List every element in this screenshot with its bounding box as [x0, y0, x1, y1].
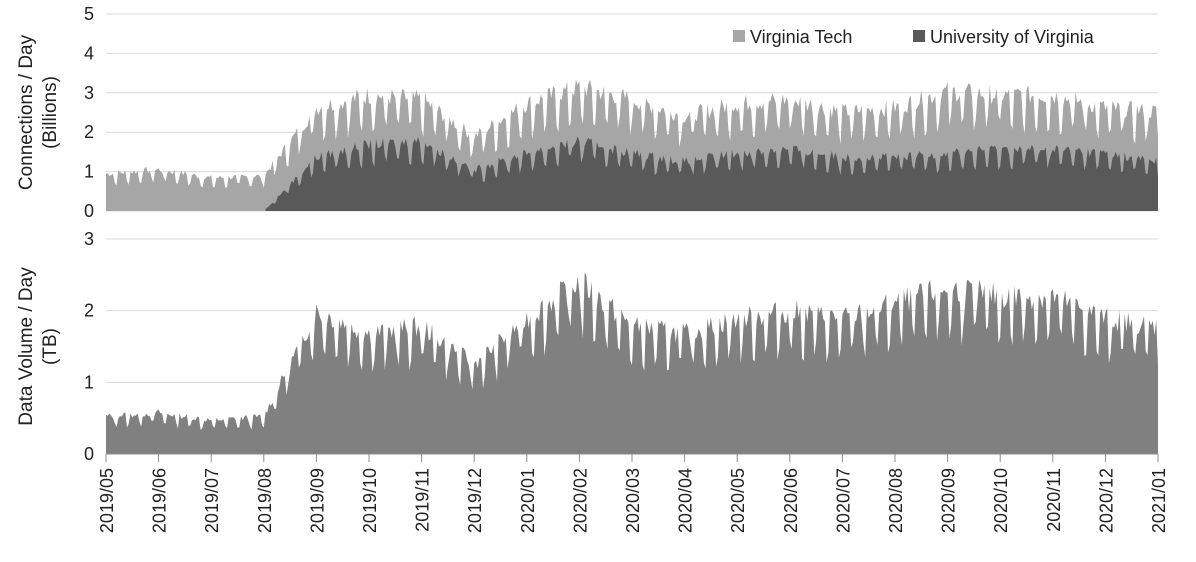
x-tick-label: 2020/06	[781, 468, 801, 533]
legend-label: University of Virginia	[930, 27, 1095, 47]
y-axis-label: Connections / Day	[16, 34, 37, 190]
y-tick-label: 3	[84, 229, 94, 249]
y-tick-label: 4	[84, 43, 94, 63]
x-tick-label: 2021/01	[1149, 468, 1169, 533]
x-tick-label: 2019/12	[465, 468, 485, 533]
x-tick-label: 2020/11	[1044, 468, 1064, 532]
x-tick-label: 2019/11	[413, 468, 433, 532]
x-tick-label: 2020/04	[676, 468, 696, 533]
x-tick-label: 2019/06	[150, 468, 170, 533]
x-axis: 2019/05 2019/06 2019/07 2019/08 2019/09 2019/…	[97, 453, 1169, 533]
legend-swatch	[913, 30, 925, 42]
series-area-university-of-virginia	[265, 136, 1159, 211]
x-tick-label: 2019/10	[360, 468, 380, 533]
x-tick-label: 2020/12	[1096, 468, 1116, 533]
y-tick-label: 2	[84, 301, 94, 321]
x-tick-label: 2020/07	[833, 468, 853, 533]
y-tick-label: 3	[84, 83, 94, 103]
y-tick-label: 1	[84, 372, 94, 392]
y-axis-label-units: (Billions)	[40, 76, 61, 149]
x-tick-label: 2020/08	[886, 468, 906, 533]
y-axis-label: Data Volume / Day	[16, 267, 37, 426]
x-tick-label: 2020/02	[570, 468, 590, 533]
y-tick-label: 0	[84, 201, 94, 221]
x-tick-label: 2019/07	[202, 468, 222, 533]
data-volume-panel: 0 1 2 3 Data Volume / Day (TB)	[16, 229, 1158, 464]
legend-label: Virginia Tech	[750, 27, 852, 47]
x-tick-label: 2019/05	[97, 468, 117, 533]
legend: Virginia Tech University of Virginia	[733, 27, 1095, 47]
series-area-data-volume	[106, 272, 1158, 454]
x-tick-label: 2020/09	[939, 468, 959, 533]
x-tick-label: 2020/10	[991, 468, 1011, 533]
x-tick-label: 2020/05	[728, 468, 748, 533]
y-axis-label-units: (TB)	[40, 328, 61, 365]
y-tick-label: 5	[84, 4, 94, 24]
y-tick-label: 0	[84, 444, 94, 464]
x-tick-label: 2019/09	[307, 468, 327, 533]
x-tick-label: 2020/01	[518, 468, 538, 533]
legend-swatch	[733, 30, 745, 42]
x-tick-label: 2020/03	[623, 468, 643, 533]
connections-panel: 0 1 2 3 4 5 Connections / Day (Billions)	[16, 4, 1159, 221]
x-tick-label: 2019/08	[255, 468, 275, 533]
y-tick-label: 2	[84, 122, 94, 142]
y-tick-label: 1	[84, 162, 94, 182]
